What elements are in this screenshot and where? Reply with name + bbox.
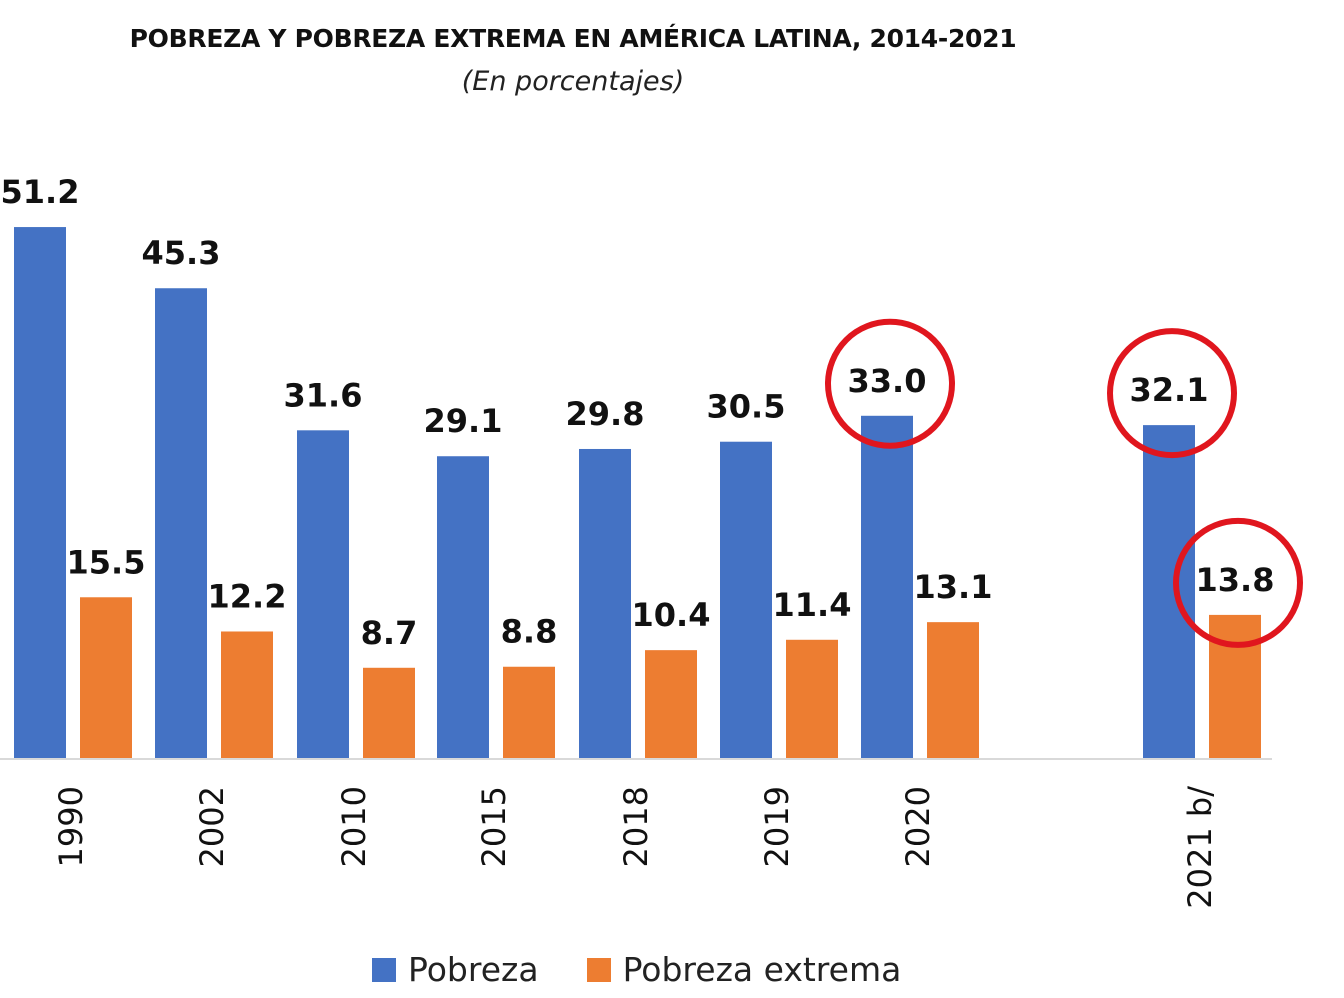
x-tick-label-1990: 1990	[52, 786, 90, 867]
x-tick-label-2002: 2002	[193, 786, 231, 867]
bar-pobreza-extrema-2010	[363, 667, 415, 758]
x-tick-label-2021-b: 2021 b/	[1181, 786, 1219, 909]
bar-pobreza-2020	[861, 415, 913, 758]
x-tick-labels-layer: 1990 2002 2010 2015 2018 2019 2020 2021 b/	[52, 786, 1219, 909]
x-tick-label-2010: 2010	[335, 786, 373, 867]
bar-chart: 51.2 45.3 31.6 29.1 29.8 30.5 33.0 32.1 15.5 12.2…	[0, 173, 1303, 909]
legend-item-pobreza: Pobreza	[372, 950, 539, 989]
bar-pobreza-extrema-2002	[221, 631, 273, 758]
bar-pobreza-extrema-1990	[80, 597, 132, 758]
bar-pobreza-1990	[14, 227, 66, 758]
x-tick-label-2018: 2018	[617, 786, 655, 867]
data-label-pobreza-2018: 29.8	[566, 395, 645, 433]
data-label-pobreza-1990: 51.2	[1, 173, 80, 211]
legend-swatch-pobreza-extrema	[586, 957, 611, 982]
data-label-pobreza-2002: 45.3	[142, 234, 221, 272]
bar-pobreza-2010	[297, 430, 349, 758]
data-label-pobreza-extrema-2018: 10.4	[632, 596, 711, 634]
data-label-pobreza-2020: 33.0	[848, 362, 927, 400]
x-tick-label-2020: 2020	[899, 786, 937, 867]
data-label-pobreza-extrema-2020: 13.1	[914, 568, 993, 606]
bar-pobreza-2019	[720, 441, 772, 758]
bar-pobreza-extrema-2019	[786, 639, 838, 758]
highlight-circle-pobreza-extrema-2021-b	[1173, 517, 1303, 648]
highlight-circles-layer	[825, 318, 1303, 648]
data-label-pobreza-extrema-2010: 8.7	[361, 614, 418, 652]
bar-pobreza-extrema-2018	[645, 650, 697, 758]
bar-pobreza-2015	[437, 456, 489, 758]
data-label-pobreza-2019: 30.5	[707, 388, 786, 426]
legend-swatch-pobreza	[372, 957, 396, 982]
x-tick-label-2015: 2015	[475, 786, 513, 867]
data-label-pobreza-extrema-2021-b: 13.8	[1196, 561, 1275, 599]
bar-pobreza-2002	[155, 288, 207, 758]
data-label-pobreza-extrema-2015: 8.8	[501, 613, 558, 651]
data-labels-layer: 51.2 45.3 31.6 29.1 29.8 30.5 33.0 32.1 15.5 12.2…	[1, 173, 1275, 652]
x-tick-label-2019: 2019	[758, 786, 796, 867]
bar-pobreza-extrema-2015	[503, 666, 555, 758]
data-label-pobreza-2015: 29.1	[424, 402, 503, 440]
legend: Pobreza Pobreza extrema	[372, 950, 949, 989]
bar-pobreza-2018	[579, 448, 631, 758]
highlight-circle-pobreza-2021-b	[1107, 328, 1237, 459]
legend-label-pobreza: Pobreza	[408, 950, 539, 989]
bar-pobreza-extrema-2020	[927, 622, 979, 758]
bar-pobreza-extrema-2021-b	[1209, 614, 1261, 758]
data-label-pobreza-2021-b: 32.1	[1130, 371, 1209, 409]
data-label-pobreza-extrema-1990: 15.5	[67, 543, 146, 581]
chart-title: POBREZA Y POBREZA EXTREMA EN AMÉRICA LAT…	[129, 24, 1017, 53]
data-label-pobreza-extrema-2019: 11.4	[773, 586, 852, 624]
data-label-pobreza-extrema-2002: 12.2	[208, 577, 287, 615]
legend-item-pobreza-extrema: Pobreza extrema	[586, 950, 902, 989]
bars-layer	[0, 227, 1272, 760]
legend-label-pobreza-extrema: Pobreza extrema	[622, 950, 902, 989]
data-label-pobreza-2010: 31.6	[284, 376, 363, 414]
chart-subtitle: (En porcentajes)	[461, 66, 685, 97]
highlight-circle-pobreza-2020	[825, 318, 955, 449]
bar-pobreza-2021-b	[1143, 425, 1195, 758]
